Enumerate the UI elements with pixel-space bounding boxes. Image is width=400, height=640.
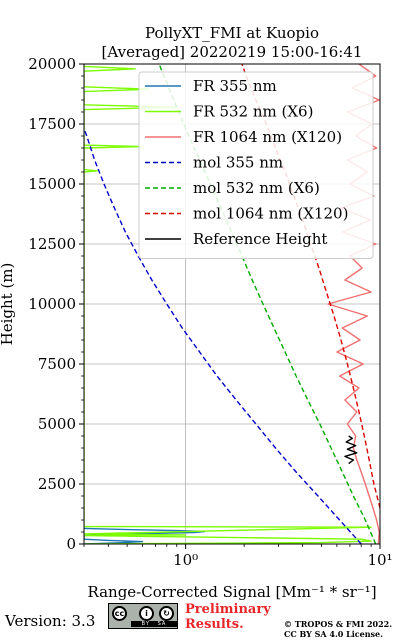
- sa-icon: ↻: [159, 606, 174, 621]
- y-tick-label: 17500: [28, 115, 76, 133]
- cc-license-badge: cc i ↻ BY SA: [108, 603, 178, 629]
- y-tick-label: 20000: [28, 55, 76, 73]
- legend-label: FR 355 nm: [193, 77, 277, 95]
- copyright-line-1: © TROPOS & FMI 2022.: [284, 619, 393, 629]
- y-tick-label: 10000: [28, 295, 76, 313]
- x-axis-label: Range-Corrected Signal [Mm⁻¹ * sr⁻¹]: [87, 583, 376, 601]
- axis-ticks: 0 2500 5000 7500 10000 12500 15000 17500 20000 10…: [28, 55, 392, 569]
- cc-bar: BY SA: [131, 621, 177, 627]
- series-line-3: [84, 128, 362, 544]
- chart-subtitle: [Averaged] 20220219 15:00-16:41: [102, 43, 363, 61]
- preliminary-notice: Preliminary Results.: [185, 602, 271, 632]
- copyright-line-2: CC BY SA 4.0 License.: [284, 629, 383, 639]
- y-tick-label: 2500: [38, 475, 76, 493]
- legend-label: Reference Height: [193, 230, 327, 248]
- legend-label: FR 532 nm (X6): [193, 103, 313, 121]
- legend-box: [138, 71, 374, 259]
- x-tick-label: 10⁰: [173, 551, 198, 569]
- legend-label: mol 532 nm (X6): [193, 179, 320, 197]
- y-tick-label: 7500: [38, 355, 76, 373]
- y-axis-label: Height (m): [0, 263, 16, 346]
- y-tick-label: 5000: [38, 415, 76, 433]
- y-tick-label: 0: [66, 535, 76, 553]
- cc-icon: cc: [112, 606, 127, 621]
- legend-label: mol 355 nm: [193, 154, 283, 172]
- copyright-notice: © TROPOS & FMI 2022. CC BY SA 4.0 Licens…: [284, 619, 392, 639]
- legend-label: mol 1064 nm (X120): [193, 205, 348, 223]
- chart-title: PollyXT_FMI at Kuopio: [145, 24, 319, 42]
- x-tick-label: 10¹: [367, 551, 392, 569]
- preliminary-line-1: Preliminary: [185, 602, 271, 617]
- y-tick-label: 12500: [28, 235, 76, 253]
- version-label: Version: 3.3: [5, 612, 96, 630]
- legend-label: FR 1064 nm (X120): [193, 128, 342, 146]
- by-icon: i: [139, 606, 154, 621]
- y-tick-label: 15000: [28, 175, 76, 193]
- series-line-6: [344, 435, 358, 465]
- legend: FR 355 nm FR 532 nm (X6) FR 1064 nm (X120)…: [138, 71, 374, 259]
- preliminary-line-2: Results.: [185, 617, 244, 632]
